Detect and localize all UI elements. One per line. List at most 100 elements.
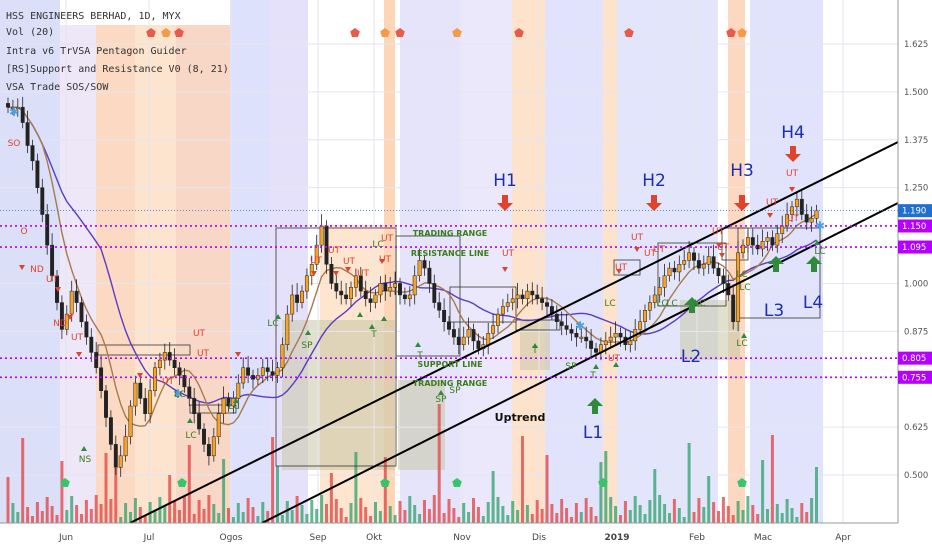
volume-bar — [437, 404, 441, 523]
candle-body — [363, 290, 368, 300]
range-box — [97, 344, 191, 356]
candle-body — [339, 290, 344, 296]
signal-label: LC — [228, 402, 239, 412]
volume-bar — [672, 499, 676, 523]
signal-label: T — [531, 346, 538, 356]
volume-bar — [285, 501, 289, 523]
candle-body — [226, 398, 231, 407]
signal-label: ND — [30, 265, 44, 275]
volume-bar — [276, 466, 279, 523]
signal-arrow — [768, 256, 784, 272]
candle-body — [451, 329, 456, 338]
volume-bar — [731, 515, 735, 523]
candle-body — [427, 267, 432, 284]
candle-body — [378, 283, 383, 296]
candle-body — [574, 332, 579, 338]
up-triangle — [305, 330, 311, 335]
volume-bar — [663, 504, 667, 523]
candle-body — [466, 329, 471, 338]
candle-body — [221, 398, 226, 414]
volume-bar — [638, 505, 642, 523]
volume-bar — [530, 514, 534, 523]
volume-bar — [70, 496, 74, 523]
volume-bar — [393, 515, 397, 523]
candle-body — [442, 310, 447, 323]
volume-bar — [770, 435, 774, 523]
volume-bar — [182, 496, 186, 523]
volume-bar — [344, 517, 348, 523]
pentagon-marker — [161, 28, 171, 37]
candle-body — [143, 398, 148, 414]
signal-arrow — [646, 195, 662, 211]
volume-bar — [168, 475, 172, 523]
signal-label: UT — [787, 214, 800, 224]
up-triangle — [369, 324, 375, 329]
candle-body — [314, 244, 319, 265]
signal-label: UT — [310, 256, 323, 266]
volume-bar — [408, 496, 412, 523]
candle-body — [99, 367, 104, 391]
signal-arrow — [785, 146, 801, 162]
level-label-l1: L1 — [583, 423, 603, 443]
up-triangle — [81, 446, 87, 451]
up-triangle — [593, 364, 599, 369]
volume-bar — [325, 504, 328, 523]
candle-body — [500, 306, 505, 315]
candle-body — [50, 244, 55, 277]
candle-body — [84, 321, 89, 338]
volume-bar — [133, 498, 137, 523]
background-zone — [230, 0, 270, 523]
candle-body — [94, 352, 99, 368]
candle-body — [706, 256, 711, 265]
signal-label: SP — [301, 341, 313, 351]
volume-bar — [315, 509, 319, 523]
pentagon-marker — [174, 28, 184, 37]
signal-label: LC — [736, 270, 747, 280]
candle-body — [432, 283, 437, 303]
volume-bar — [481, 516, 485, 523]
candle-body — [20, 106, 25, 123]
candle-body — [476, 340, 481, 349]
price-tick-label: 0.875 — [904, 327, 928, 337]
pentagon-marker — [452, 28, 462, 37]
volume-bar — [65, 510, 69, 523]
candle-body — [780, 225, 785, 234]
volume-bar — [241, 512, 245, 523]
candle-body — [358, 275, 363, 292]
down-triangle — [137, 373, 143, 378]
signal-marks: ✱ ✱ ✱ ✱ — [9, 28, 825, 487]
signal-arrow — [734, 195, 750, 211]
candle-body — [525, 290, 530, 300]
candle-body — [447, 321, 451, 330]
up-triangle — [187, 418, 193, 423]
price-tick-label: 1.375 — [904, 136, 928, 146]
volume-bar — [143, 516, 147, 523]
volume-bar — [40, 511, 44, 523]
volume-bar — [795, 517, 799, 523]
candle-body — [108, 417, 113, 445]
candle-body — [750, 237, 755, 246]
indicator-label-vsa: VSA Trade SOS/SOW — [6, 82, 109, 93]
candle-body — [618, 332, 623, 338]
volume-bar — [609, 497, 613, 523]
candle-body — [535, 294, 540, 300]
signal-label: SO — [8, 139, 21, 149]
pentagon-marker — [737, 28, 747, 37]
candle-body — [334, 283, 339, 292]
candle-body — [794, 198, 799, 208]
signal-label: UT — [653, 245, 666, 255]
candle-body — [246, 367, 251, 376]
level-label-h2: H2 — [642, 171, 666, 191]
volume-bar — [643, 514, 647, 523]
time-axis-background — [0, 523, 898, 550]
signal-label: UT — [615, 263, 628, 273]
range-box — [613, 259, 641, 276]
indicator-label-support-resistance: [RS]Support and Resistance V0 (8, 21) — [6, 64, 229, 75]
candle-body — [594, 348, 598, 353]
pentagon-marker — [514, 28, 524, 37]
candle-body — [603, 340, 608, 345]
volume-bar — [26, 507, 30, 523]
candle-body — [682, 260, 687, 265]
candle-body — [123, 436, 128, 457]
volume-bar — [153, 511, 157, 523]
